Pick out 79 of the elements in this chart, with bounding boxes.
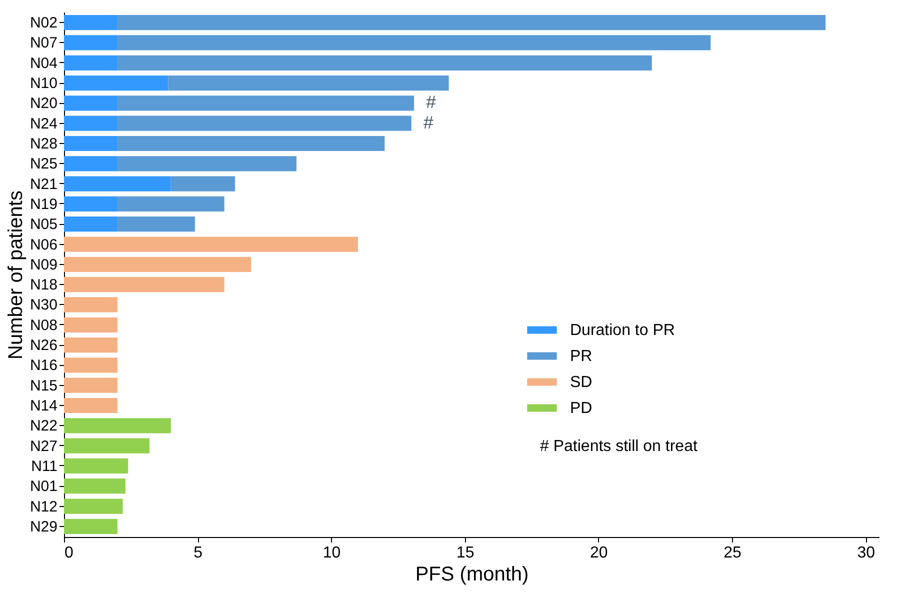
bar xyxy=(117,196,224,212)
y-tick-label: N15 xyxy=(30,377,58,394)
y-tick-label: N26 xyxy=(30,337,58,354)
bar xyxy=(64,136,118,152)
y-tick-label: N09 xyxy=(30,256,58,274)
bar xyxy=(64,337,118,353)
x-tick-label: 25 xyxy=(724,544,742,562)
y-tick-label: N14 xyxy=(30,398,58,414)
bar xyxy=(117,35,711,50)
bar xyxy=(64,478,126,494)
bar xyxy=(64,277,224,292)
bar xyxy=(64,317,118,332)
y-tick-label: N28 xyxy=(30,136,58,152)
x-axis-title: PFS (month) xyxy=(415,564,529,586)
annotation: # xyxy=(426,92,436,112)
y-tick-label: N19 xyxy=(30,196,58,213)
annotation: # xyxy=(423,112,434,132)
bar xyxy=(64,256,252,272)
bar xyxy=(64,216,118,232)
bar xyxy=(117,116,412,131)
bar xyxy=(64,498,123,514)
bar xyxy=(64,96,118,111)
bar xyxy=(64,378,118,393)
x-tick-label: 20 xyxy=(590,544,608,562)
y-tick-label: N10 xyxy=(30,75,58,92)
y-tick-label: N06 xyxy=(30,236,58,254)
y-tick-label: N04 xyxy=(30,54,58,72)
bar xyxy=(117,55,652,70)
y-tick-label: N07 xyxy=(30,34,58,52)
bar xyxy=(168,75,449,91)
y-tick-label: N27 xyxy=(30,438,58,455)
y-tick-label: N16 xyxy=(30,357,58,374)
x-tick-label: 15 xyxy=(456,544,474,562)
y-tick-label: N08 xyxy=(30,316,58,334)
legend-label: Duration to PR xyxy=(570,322,675,339)
annotation: # Patients still on treat xyxy=(540,438,698,455)
bar xyxy=(64,35,118,50)
y-tick-label: N30 xyxy=(30,296,58,314)
legend-label: PR xyxy=(570,348,592,365)
bar xyxy=(64,196,118,212)
bar xyxy=(64,75,168,91)
bar xyxy=(64,398,118,414)
bar xyxy=(64,458,128,474)
y-tick-label: N29 xyxy=(30,518,58,536)
y-tick-label: N05 xyxy=(30,216,58,234)
bar xyxy=(64,518,118,534)
y-tick-label: N02 xyxy=(30,14,58,32)
y-tick-label: N20 xyxy=(30,95,58,112)
bar xyxy=(64,438,150,454)
x-tick-label: 10 xyxy=(322,544,341,562)
legend-label: SD xyxy=(570,374,592,391)
bar xyxy=(64,55,118,70)
y-tick-label: N21 xyxy=(30,176,58,193)
bar xyxy=(170,176,236,192)
bar xyxy=(64,236,358,252)
y-tick-label: N12 xyxy=(30,498,58,516)
bar xyxy=(117,96,414,111)
bar xyxy=(64,418,171,434)
y-tick-label: N22 xyxy=(30,418,58,435)
bar xyxy=(117,216,195,232)
x-tick-label: 30 xyxy=(857,544,876,562)
bar xyxy=(117,156,296,172)
y-tick-label: N11 xyxy=(31,458,58,475)
bar xyxy=(64,358,118,373)
legend-label: PD xyxy=(570,400,592,417)
y-axis-title: Number of patients xyxy=(4,190,27,360)
bar xyxy=(117,15,826,30)
y-tick-label: N01 xyxy=(30,478,58,496)
bar xyxy=(64,156,118,172)
x-tick-label: 5 xyxy=(194,544,203,562)
y-tick-label: N25 xyxy=(30,156,58,173)
y-tick-label: N18 xyxy=(30,276,58,294)
bar xyxy=(64,297,118,312)
bar xyxy=(64,116,118,131)
bar xyxy=(64,176,171,192)
bar xyxy=(117,136,385,152)
bar xyxy=(64,15,118,30)
y-tick-label: N24 xyxy=(30,115,58,132)
x-tick-label: 0 xyxy=(64,544,74,562)
